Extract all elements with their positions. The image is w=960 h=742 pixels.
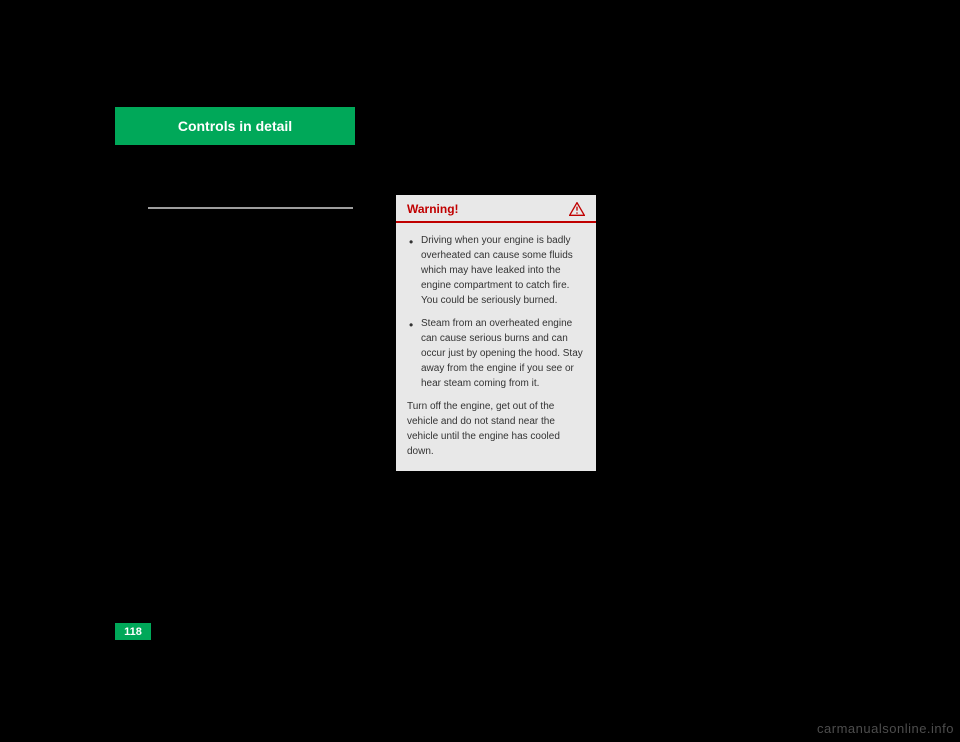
warning-body: Driving when your engine is badly overhe… [396,223,596,471]
document-page: Controls in detail Warning! Driving when… [115,107,846,640]
warning-bullet-item: Driving when your engine is badly overhe… [407,233,585,308]
page-number-box: 118 [115,623,151,640]
warning-triangle-icon [569,202,585,216]
section-header-bar: Controls in detail [115,107,355,145]
warning-title: Warning! [407,202,459,216]
content-divider [148,207,353,209]
warning-bullet-list: Driving when your engine is badly overhe… [407,233,585,391]
warning-bullet-item: Steam from an overheated engine can caus… [407,316,585,391]
watermark-text: carmanualsonline.info [817,721,954,736]
section-header-title: Controls in detail [178,118,292,134]
warning-box: Warning! Driving when your engine is bad… [396,195,596,471]
warning-footer-text: Turn off the engine, get out of the vehi… [407,399,585,459]
warning-header: Warning! [396,195,596,223]
page-number: 118 [124,626,142,638]
